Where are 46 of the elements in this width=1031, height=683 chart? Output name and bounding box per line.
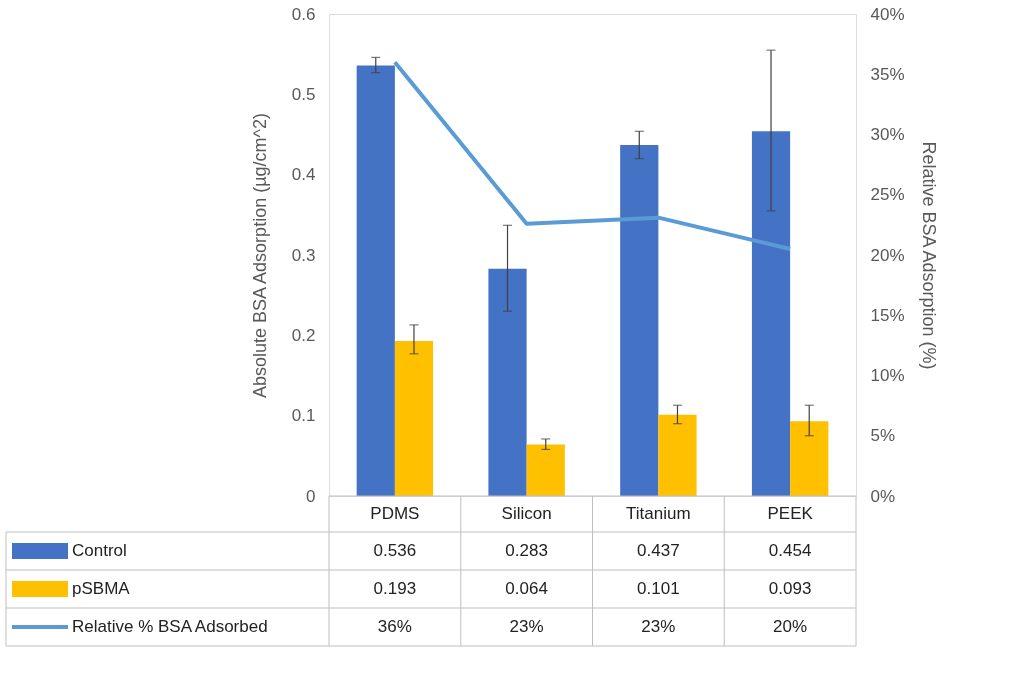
data-label: 0.536 (373, 541, 417, 560)
y-tick-label: 0.3 (291, 245, 316, 265)
y2-tick-label: 40% (870, 4, 905, 24)
y2-tick-label: 5% (870, 426, 896, 446)
y2-tick-label: 10% (870, 366, 905, 385)
data-label: 23% (641, 617, 676, 636)
y2-tick-label: 20% (870, 245, 905, 265)
x-tick-label: PEEK (767, 504, 814, 523)
y-tick-label: 0.4 (291, 165, 316, 185)
data-label: 0.093 (768, 579, 812, 598)
line-series (392, 60, 793, 251)
bar (790, 421, 829, 496)
bar (394, 340, 434, 496)
data-label: 0.283 (505, 541, 548, 560)
y-tick-label: 0.6 (291, 4, 316, 24)
legend-label: pSBMA (72, 579, 131, 598)
legend-label: Relative % BSA Adsorbed (72, 617, 268, 636)
x-tick-label: Silicon (501, 504, 552, 523)
y2-tick-label: 15% (870, 305, 905, 325)
y2-tick-label: 0% (870, 486, 896, 506)
data-label: 0.454 (768, 541, 812, 560)
bar (751, 131, 791, 496)
legend-label: Control (72, 541, 127, 560)
x-tick-label: Titanium (626, 504, 691, 523)
y-tick-label: 0 (306, 486, 316, 506)
bar (488, 268, 527, 496)
data-label: 0.101 (637, 579, 680, 598)
x-tick-label: PDMS (370, 504, 420, 523)
y2-tick-label: 35% (870, 64, 905, 84)
y2-tick-label: 25% (870, 185, 905, 205)
y-tick-label: 0.1 (291, 406, 316, 426)
data-label: 20% (773, 617, 808, 636)
bar (526, 444, 565, 496)
y2-tick-label: 30% (870, 125, 905, 144)
bar (356, 65, 395, 496)
data-label: 36% (377, 617, 412, 636)
data-label: 0.193 (373, 579, 417, 598)
data-label: 0.064 (505, 579, 548, 598)
bar (620, 144, 659, 496)
data-label: 23% (509, 617, 544, 636)
y-axis-title: Absolute BSA Adsorption (µg/cm^2) (249, 113, 270, 398)
y-tick-label: 0.2 (291, 325, 316, 345)
data-label: 0.437 (637, 541, 680, 560)
y-tick-label: 0.5 (291, 84, 316, 104)
y2-axis-title: Relative BSA Adsorption (%) (918, 141, 939, 370)
bar (658, 414, 697, 496)
